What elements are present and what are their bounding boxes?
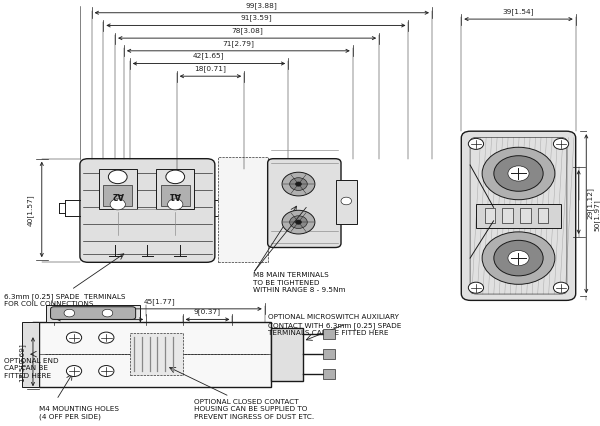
Circle shape [469,282,484,294]
Bar [46,306,140,322]
Bar [520,209,530,224]
Text: OPTIONAL CLOSED CONTACT
HOUSING CAN BE SUPPLIED TO
PREVENT INGRESS OF DUST ETC.: OPTIONAL CLOSED CONTACT HOUSING CAN BE S… [194,398,314,419]
Circle shape [110,199,125,210]
Bar [323,349,335,360]
Text: M4 MOUNTING HOLES
(4 OFF PER SIDE): M4 MOUNTING HOLES (4 OFF PER SIDE) [39,405,119,419]
Circle shape [508,251,529,266]
Bar [98,170,137,210]
Text: 9[0.37]: 9[0.37] [194,308,221,315]
Bar [103,185,132,207]
Text: 29[1.12]: 29[1.12] [586,187,593,219]
Bar [161,185,190,207]
Bar [476,204,561,228]
Bar [271,328,303,381]
Text: A2: A2 [112,190,124,199]
Bar [156,170,194,210]
Circle shape [469,139,484,150]
Text: 99[3.88]: 99[3.88] [246,2,278,9]
Text: 45[1.77]: 45[1.77] [143,297,175,304]
Circle shape [282,211,315,234]
Circle shape [482,232,555,285]
Bar [502,209,513,224]
Circle shape [282,173,315,196]
Text: M8 MAIN TERMINALS
TO BE TIGHTENED
WITHIN RANGE 8 - 9.5Nm: M8 MAIN TERMINALS TO BE TIGHTENED WITHIN… [253,271,346,293]
Circle shape [494,156,543,192]
Text: 71[2.79]: 71[2.79] [223,40,254,46]
Bar [538,209,548,224]
Circle shape [553,139,569,150]
Text: OPTIONAL END
CAP CAN BE
FITTED HERE: OPTIONAL END CAP CAN BE FITTED HERE [4,357,58,378]
Bar [485,209,496,224]
Circle shape [290,178,307,191]
Text: A1: A1 [169,190,181,199]
Text: 40[1.57]: 40[1.57] [28,194,34,226]
Circle shape [167,199,183,210]
Circle shape [341,198,352,205]
Circle shape [296,221,301,225]
Circle shape [67,332,82,343]
Circle shape [296,182,301,187]
Circle shape [109,171,127,184]
FancyBboxPatch shape [268,159,341,248]
Circle shape [102,310,113,317]
Text: 12.7[0.50]: 12.7[0.50] [80,308,119,315]
Circle shape [98,332,114,343]
Text: 91[3.59]: 91[3.59] [240,14,272,21]
Bar [218,157,268,263]
Bar [323,369,335,380]
Circle shape [166,171,185,184]
Text: 78[3.08]: 78[3.08] [231,27,263,34]
Text: 39[1.54]: 39[1.54] [503,8,535,15]
Bar [39,322,271,387]
Circle shape [67,366,82,377]
Circle shape [482,148,555,200]
Text: 17.5[0.69]: 17.5[0.69] [19,343,25,381]
Bar [337,180,357,225]
Text: 50[1.97]: 50[1.97] [594,198,600,230]
Circle shape [508,167,529,181]
Circle shape [64,310,74,317]
Bar [22,322,39,387]
Text: OPTIONAL MICROSWITCH AUXILIARY
CONTACT WITH 6.3mm [0.25] SPADE
TERMINALS CAN BE : OPTIONAL MICROSWITCH AUXILIARY CONTACT W… [268,314,401,336]
Text: 18[0.71]: 18[0.71] [194,65,226,72]
Circle shape [494,241,543,276]
Bar [130,333,182,375]
Circle shape [290,216,307,229]
FancyBboxPatch shape [50,307,136,320]
Text: 6.3mm [0.25] SPADE  TERMINALS
FOR COIL CONNECTIONS: 6.3mm [0.25] SPADE TERMINALS FOR COIL CO… [4,292,125,307]
Text: 42[1.65]: 42[1.65] [193,52,225,59]
Circle shape [553,282,569,294]
Bar [323,329,335,340]
FancyBboxPatch shape [80,159,215,263]
Circle shape [98,366,114,377]
FancyBboxPatch shape [461,132,576,301]
